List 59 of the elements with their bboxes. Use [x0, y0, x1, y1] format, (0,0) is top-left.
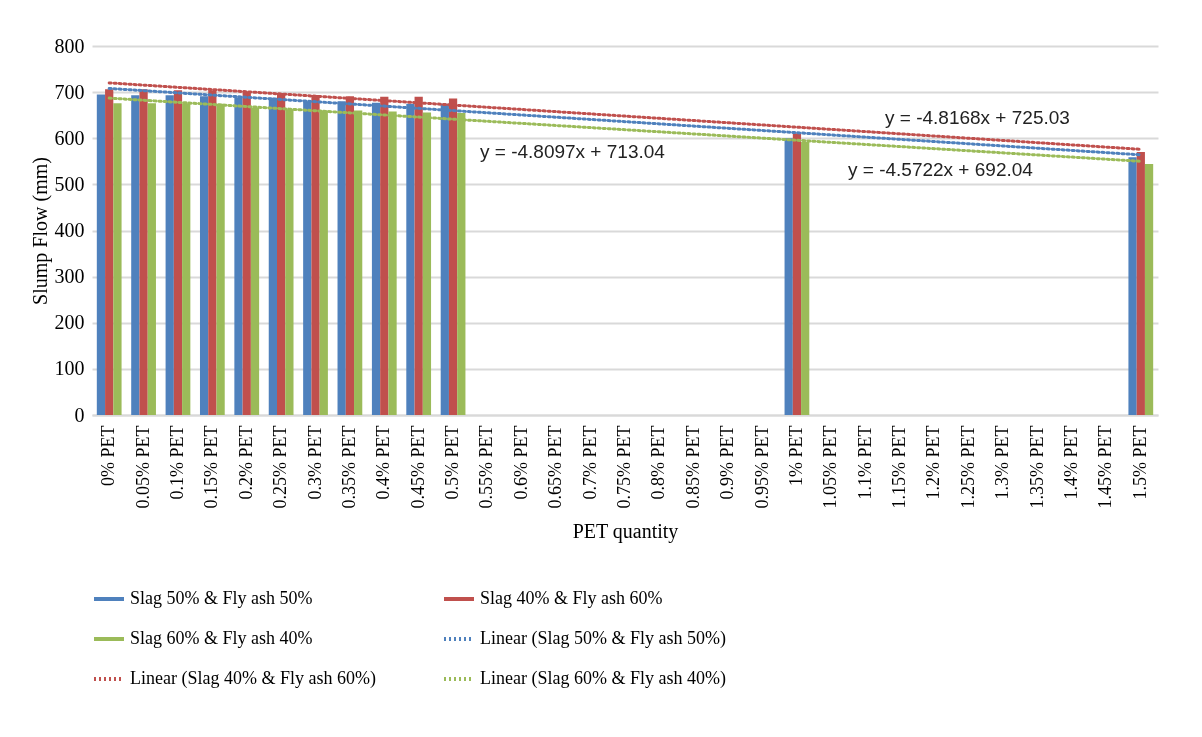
- x-tick-label: 1.1% PET: [854, 425, 875, 500]
- y-tick-label: 300: [54, 265, 85, 288]
- legend-label: Linear (Slag 40% & Fly ash 60%): [130, 668, 376, 689]
- x-tick-label: 1.35% PET: [1026, 425, 1047, 509]
- legend-label: Slag 60% & Fly ash 40%: [130, 628, 313, 648]
- x-tick-label: 0.3% PET: [304, 425, 325, 500]
- x-tick-label: 0.5% PET: [442, 425, 463, 500]
- x-tick-label: 0.1% PET: [166, 425, 187, 500]
- bar: [792, 133, 802, 415]
- annotation: y = -4.8097x + 713.04: [480, 141, 666, 162]
- x-tick-label: 0% PET: [98, 425, 119, 486]
- x-tick-label: 0.45% PET: [407, 425, 428, 509]
- x-tick-label: 0.55% PET: [476, 425, 497, 509]
- x-tick-label: 1% PET: [785, 425, 806, 486]
- bar: [139, 89, 148, 415]
- x-tick-label: 1.15% PET: [889, 425, 910, 509]
- x-tick-label: 1.05% PET: [820, 425, 841, 509]
- y-tick-label: 0: [74, 403, 85, 426]
- x-axis-title: PET quantity: [572, 520, 679, 544]
- x-tick-label: 1.2% PET: [923, 425, 944, 500]
- y-tick-label: 500: [54, 172, 85, 195]
- y-tick-label: 400: [54, 219, 85, 241]
- y-tick-label: 600: [54, 126, 85, 149]
- y-tick-label: 800: [54, 34, 85, 57]
- x-tick-label: 1.5% PET: [1129, 425, 1150, 500]
- legend-label: Linear (Slag 50% & Fly ash 50%): [480, 628, 726, 649]
- bar: [105, 89, 114, 415]
- x-tick-label: 0.15% PET: [201, 425, 222, 509]
- x-tick-label: 0.65% PET: [545, 425, 566, 509]
- bar: [113, 103, 122, 415]
- x-tick-label: 0.85% PET: [682, 425, 703, 509]
- bar: [96, 94, 106, 415]
- legend-label: Slag 50% & Fly ash 50%: [130, 588, 313, 608]
- x-tick-label: 0.4% PET: [373, 425, 394, 500]
- annotation: y = -4.8168x + 725.03: [885, 107, 1070, 128]
- y-tick-label: 100: [54, 357, 85, 380]
- x-tick-label: 0.2% PET: [235, 425, 256, 500]
- x-tick-label: 1.25% PET: [957, 425, 978, 509]
- x-tick-label: 0.9% PET: [717, 425, 738, 500]
- y-tick-label: 700: [54, 80, 85, 103]
- x-tick-label: 0.75% PET: [614, 425, 634, 509]
- x-tick-label: 0.35% PET: [338, 425, 359, 509]
- bar: [131, 95, 140, 415]
- x-tick-label: 0.05% PET: [132, 425, 153, 509]
- bar: [1144, 164, 1154, 415]
- x-tick-label: 0.25% PET: [270, 425, 291, 509]
- x-tick-label: 0.7% PET: [579, 425, 600, 500]
- x-tick-label: 1.4% PET: [1061, 425, 1082, 500]
- x-tick-label: 0.95% PET: [751, 425, 772, 509]
- x-tick-label: 1.3% PET: [992, 425, 1013, 500]
- y-axis-title: Slump Flow (mm): [28, 157, 52, 305]
- legend-label: Slag 40% & Fly ash 60%: [480, 588, 663, 608]
- x-tick-label: 1.45% PET: [1095, 425, 1116, 509]
- x-tick-label: 0.8% PET: [648, 425, 669, 500]
- y-tick-label: 200: [54, 311, 85, 334]
- x-tick-label: 0.6% PET: [510, 425, 531, 500]
- annotation: y = -4.5722x + 692.04: [848, 159, 1034, 180]
- bar: [784, 138, 793, 415]
- legend-label: Linear (Slag 60% & Fly ash 40%): [480, 668, 726, 689]
